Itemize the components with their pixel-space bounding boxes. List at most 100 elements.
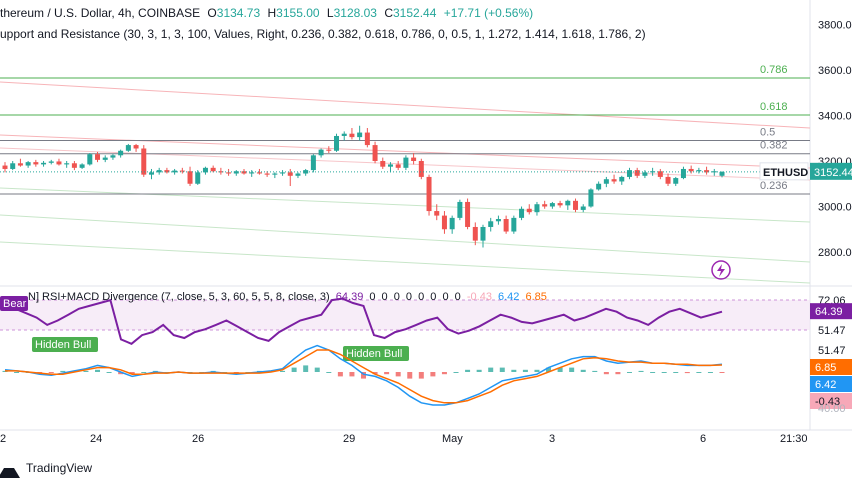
rsi-indicator-label: N] RSI+MACD Divergence (7, close, 5, 3, …	[28, 291, 330, 303]
candle-body	[264, 173, 270, 175]
candle-body	[33, 162, 39, 165]
price-tick-label: 3000.00	[818, 202, 852, 214]
candle-body	[41, 162, 47, 165]
tradingview-logo-icon	[0, 458, 20, 478]
price-tick-label: 3600.00	[818, 65, 852, 77]
candle-body	[179, 170, 185, 172]
divergence-label-bg	[343, 346, 409, 361]
candle-body	[326, 149, 332, 151]
candle-body	[403, 157, 409, 168]
candle-body	[349, 133, 355, 138]
macd-histogram-bar	[48, 372, 54, 374]
candle-body	[48, 161, 54, 163]
rsi-header-value: 0	[390, 291, 400, 303]
fib-level-label: 0.5	[760, 127, 775, 139]
rsi-header-value: 0	[439, 291, 449, 303]
candle-body	[56, 161, 62, 165]
macd-histogram-bar	[499, 367, 505, 372]
macd-histogram-bar	[141, 372, 147, 373]
rsi-header-value: 0	[427, 291, 437, 303]
open-value: 3134.73	[216, 6, 261, 20]
macd-histogram-bar	[14, 372, 20, 373]
candle-body	[441, 215, 447, 230]
macd-line	[4, 344, 723, 406]
macd-histogram-bar	[314, 367, 320, 372]
macd-histogram-bar	[476, 369, 482, 372]
rsi-indicator-header[interactable]: N] RSI+MACD Divergence (7, close, 5, 3, …	[0, 291, 547, 303]
candle-body	[719, 171, 725, 176]
fib-level-label: 0.382	[760, 140, 788, 152]
macd-histogram-bar	[326, 372, 332, 373]
macd-histogram-bar	[673, 372, 679, 373]
macd-histogram-bar	[592, 370, 598, 372]
candle-body	[218, 171, 224, 173]
macd-value-badge: 6.85	[815, 362, 836, 374]
close-value: 3152.44	[393, 6, 437, 20]
candle-body	[110, 155, 116, 158]
candle-body	[557, 203, 563, 206]
candle-body	[596, 183, 602, 190]
rsi-value-badge-bg	[810, 303, 852, 320]
fib-level-label: 0.786	[760, 64, 788, 76]
candle-body	[310, 155, 316, 171]
trend-channel-line	[0, 214, 811, 263]
candle-body	[696, 170, 702, 172]
candle-body	[418, 161, 424, 177]
macd-histogram-bar	[106, 372, 112, 373]
macd-histogram-bar	[395, 372, 401, 377]
low-value: 3128.03	[333, 6, 377, 20]
candle-body	[680, 168, 686, 179]
candle-body	[71, 163, 77, 168]
macd-histogram-bar	[129, 372, 135, 375]
macd-value-badge-bg	[810, 359, 852, 375]
macd-histogram-bar	[407, 372, 413, 379]
candle-body	[611, 179, 617, 182]
time-axis-label: 2	[0, 433, 6, 445]
time-axis-label: 26	[192, 433, 204, 445]
time-axis-label: 24	[90, 433, 102, 445]
sr-indicator-label[interactable]: upport and Resistance (30, 3, 1, 3, 100,…	[0, 27, 646, 41]
candle-body	[2, 165, 8, 169]
candle-body	[387, 164, 393, 167]
macd-histogram-bar	[384, 372, 390, 375]
candle-body	[426, 176, 432, 212]
candle-body	[665, 176, 671, 184]
candle-body	[395, 164, 401, 168]
candle-body	[202, 167, 208, 173]
rsi-header-value: 0	[402, 291, 413, 303]
candle-body	[449, 217, 455, 230]
fib-level-label: 0.618	[760, 101, 788, 113]
high-label: H	[267, 6, 277, 20]
macd-histogram-bar	[60, 370, 66, 372]
candle-body	[542, 204, 548, 207]
rsi-line	[4, 297, 723, 345]
tradingview-name: TradingView	[26, 461, 93, 475]
rsi-header-value: 0	[366, 291, 376, 303]
last-price-badge: 3152.44	[814, 167, 852, 179]
macd-histogram-bar	[626, 372, 632, 373]
macd-histogram-bar	[569, 367, 575, 372]
candle-body	[411, 157, 417, 161]
macd-histogram-bar	[603, 372, 609, 375]
candle-body	[573, 200, 579, 210]
macd-histogram-bar	[719, 372, 725, 373]
rsi-header-value: 0	[415, 291, 425, 303]
price-change: +17.71 (+0.56%)	[443, 6, 534, 20]
macd-histogram-bar	[349, 372, 355, 377]
candle-body	[549, 203, 555, 207]
candle-body	[195, 172, 201, 184]
candle-body	[372, 145, 378, 161]
macd-histogram-bar	[522, 369, 528, 372]
macd-histogram-bar	[95, 369, 101, 372]
divergence-label: Bear	[3, 298, 27, 310]
candle-body	[79, 164, 85, 168]
candle-body	[673, 178, 679, 184]
symbol-tag-bg	[759, 162, 809, 181]
macd-axis-label-partial: 40.00	[818, 403, 846, 415]
tradingview-branding[interactable]: TradingView	[0, 458, 92, 478]
alert-lightning-icon	[711, 260, 731, 280]
candle-body	[64, 163, 70, 165]
macd-histogram-bar	[291, 367, 297, 372]
rsi-header-value: -0.43	[463, 291, 492, 303]
